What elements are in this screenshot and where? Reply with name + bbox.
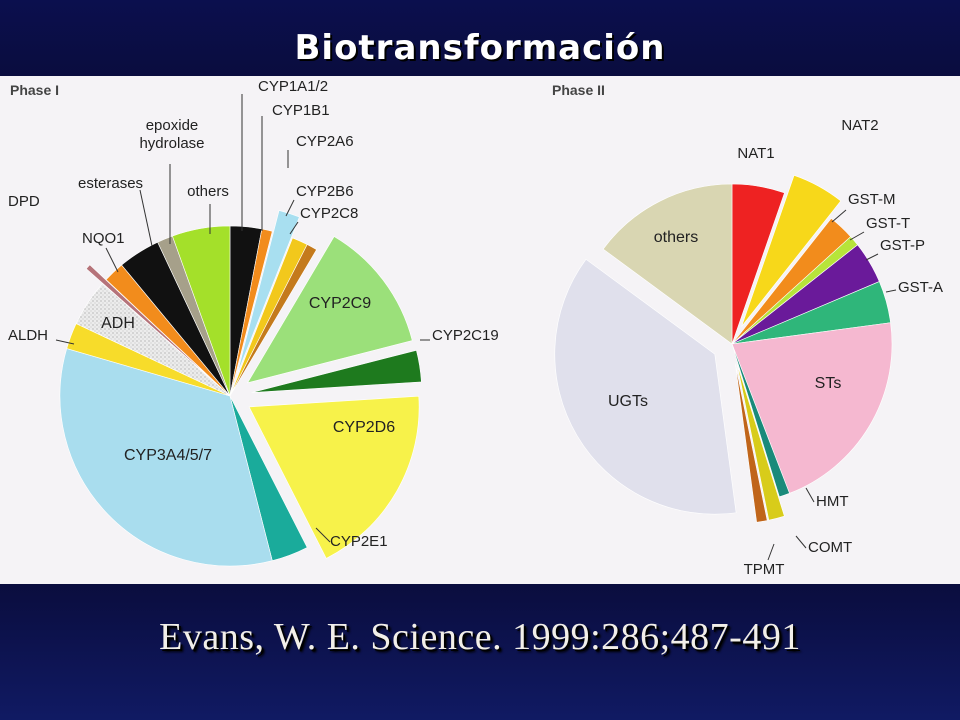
leader-line — [795, 535, 807, 549]
label-phase-i-aldh: ALDH — [8, 327, 48, 344]
label-phase-i-cyp1b1: CYP1B1 — [272, 102, 330, 119]
slice-phase-i-cyp2c9 — [246, 236, 413, 384]
leader-line — [831, 209, 847, 223]
slice-phase-i-cyp2a6 — [236, 210, 300, 376]
label-phase-i-cyp2c19: CYP2C19 — [432, 327, 499, 344]
label-phase-i-epoxide-hydrolase: epoxide hydrolase — [139, 117, 204, 152]
label-phase-i-cyp2d6: CYP2D6 — [333, 419, 395, 436]
leader-line — [805, 487, 815, 503]
phase2-title: Phase II — [552, 82, 605, 98]
slice-phase-ii-others — [602, 183, 733, 345]
slice-phase-i-adh — [75, 283, 231, 397]
label-phase-i-esterases: esterases — [78, 175, 143, 192]
label-phase-ii-hmt: HMT — [816, 493, 849, 510]
label-phase-i-cyp2c9: CYP2C9 — [309, 295, 371, 312]
phase1-title: Phase I — [10, 82, 60, 98]
leader-line — [289, 221, 299, 235]
leader-line — [885, 289, 897, 293]
label-phase-ii-sts: STs — [815, 375, 842, 392]
slice-phase-ii-tpmt — [735, 363, 768, 523]
leader-line — [865, 253, 879, 261]
label-phase-i-others: others — [187, 183, 229, 200]
slice-phase-i-cyp2c8 — [229, 244, 317, 397]
leader-line — [285, 199, 295, 217]
slide-title: Biotransformación — [294, 28, 666, 68]
label-phase-i-dpd: DPD — [8, 193, 40, 210]
label-phase-ii-ugts: UGTs — [608, 393, 648, 410]
slice-phase-i-others — [172, 225, 231, 397]
label-phase-ii-gst-p: GST-P — [880, 237, 925, 254]
label-phase-i-cyp2a6: CYP2A6 — [296, 133, 354, 150]
slice-phase-i-cyp2d6 — [248, 395, 420, 559]
leader-line — [315, 527, 331, 543]
slice-phase-ii-ugts — [554, 258, 737, 515]
slice-phase-i-cyp3a4-5-7 — [59, 348, 273, 567]
label-phase-ii-nat2: NAT2 — [841, 117, 878, 134]
label-phase-ii-tpmt: TPMT — [744, 561, 785, 578]
label-phase-ii-gst-a: GST-A — [898, 279, 943, 296]
label-phase-ii-gst-t: GST-T — [866, 215, 910, 232]
leader-line — [849, 231, 865, 241]
pie-phase-ii — [554, 174, 893, 523]
citation: Evans, W. E. Science. 1999:286;487-491 — [159, 616, 801, 658]
label-phase-i-cyp2b6: CYP2B6 — [296, 183, 354, 200]
slice-phase-ii-comt — [736, 363, 785, 521]
label-phase-i-cyp3a4-5-7: CYP3A4/5/7 — [124, 447, 212, 464]
figure-panel: Phase I Phase II CYP1A1/2 CYP1B1 CYP2A6 CYP… — [0, 76, 960, 584]
slice-phase-ii-sts — [731, 322, 893, 494]
label-phase-ii-comt: COMT — [808, 539, 852, 556]
label-phase-ii-nat1: NAT1 — [737, 145, 774, 162]
slice-phase-ii-nat2 — [741, 174, 842, 327]
leader-line — [105, 247, 119, 273]
label-phase-i-cyp1a1-2: CYP1A1/2 — [258, 78, 328, 95]
label-phase-i-nqo1: NQO1 — [82, 230, 125, 247]
pie-charts: CYP1A1/2 CYP1B1 CYP2A6 CYP2B6 CYP2C8 CYP2C9 CY… — [8, 78, 943, 578]
label-phase-ii-others: others — [654, 229, 698, 246]
leader-line — [139, 189, 153, 247]
label-phase-i-cyp2c8: CYP2C8 — [300, 205, 358, 222]
leader-line — [767, 543, 775, 561]
slice-phase-i-cyp2c19 — [251, 349, 422, 393]
label-phase-ii-gst-m: GST-M — [848, 191, 896, 208]
label-phase-i-adh: ADH — [101, 315, 135, 332]
slice-phase-i-dpd — [85, 264, 214, 382]
leader-line — [55, 339, 75, 345]
pie-phase-i — [59, 210, 422, 567]
slice-phase-ii-hmt — [731, 343, 790, 498]
label-phase-i-cyp2e1: CYP2E1 — [330, 533, 388, 550]
